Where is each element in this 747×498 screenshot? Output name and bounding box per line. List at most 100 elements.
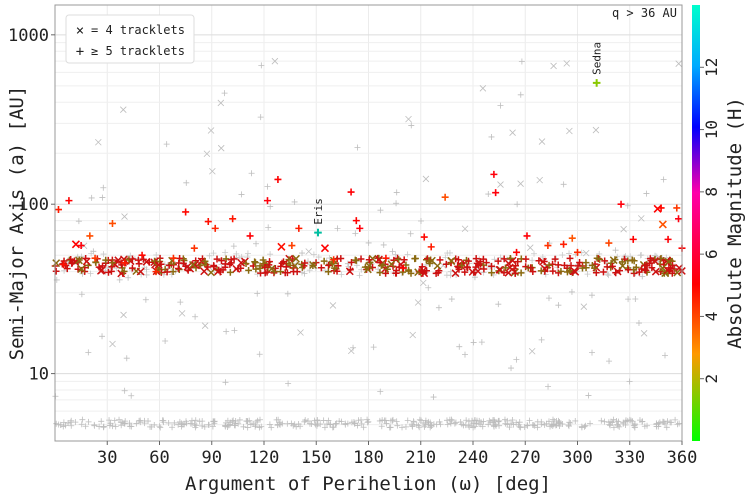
bg-point <box>452 419 459 426</box>
bg-point <box>297 329 304 336</box>
bg-point <box>456 343 463 350</box>
bg-point <box>627 253 634 260</box>
bg-point <box>622 421 629 428</box>
highlight-point <box>152 268 160 276</box>
bg-point <box>222 379 229 386</box>
belt-point <box>163 268 171 276</box>
bg-point <box>364 416 371 423</box>
belt-point <box>561 262 568 269</box>
bg-point <box>377 207 384 214</box>
bg-point <box>85 418 92 425</box>
highlight-point <box>138 251 146 259</box>
belt-point <box>651 267 660 276</box>
bg-point <box>157 424 164 431</box>
bg-point <box>408 122 415 129</box>
belt-point <box>603 263 611 271</box>
bg-point <box>405 115 412 123</box>
bg-point <box>267 251 274 258</box>
highlight-point <box>330 256 338 264</box>
highlight-point <box>664 235 672 243</box>
belt-point <box>527 264 535 272</box>
belt-point <box>567 262 575 269</box>
bg-point <box>660 176 667 183</box>
bg-point <box>605 272 612 279</box>
belt-point <box>418 267 426 275</box>
bg-point <box>109 340 116 348</box>
bg-point <box>582 422 589 429</box>
bg-point <box>201 322 209 329</box>
bg-point <box>111 417 118 424</box>
bg-point <box>416 416 423 423</box>
highlight-point <box>65 197 73 205</box>
belt-point <box>494 257 502 265</box>
belt-point <box>436 256 444 264</box>
bg-point <box>266 421 273 428</box>
belt-point <box>475 261 483 269</box>
highlight-point <box>121 259 129 267</box>
bg-point <box>100 184 107 191</box>
belt-point <box>500 255 508 263</box>
belt-point <box>673 268 682 277</box>
belt-point <box>169 268 177 275</box>
bg-point <box>350 344 357 351</box>
bg-point <box>530 422 537 429</box>
legend-marker-x: × <box>76 23 84 39</box>
belt-point <box>292 254 300 263</box>
bg-point <box>123 355 130 362</box>
bg-point <box>516 419 523 426</box>
bg-point <box>116 276 123 283</box>
x-tick-label: 150 <box>301 448 332 468</box>
bg-point <box>393 200 400 207</box>
belt-point <box>278 259 286 267</box>
belt-point <box>271 264 279 272</box>
belt-point <box>504 259 513 268</box>
bg-point <box>380 241 387 248</box>
belt-point <box>200 267 209 276</box>
bg-point <box>75 218 82 225</box>
highlight-point <box>295 224 303 232</box>
bg-point <box>509 416 516 423</box>
belt-point <box>511 270 519 277</box>
bg-point <box>422 175 430 183</box>
highlight-point <box>77 242 85 250</box>
bg-point <box>496 422 503 429</box>
belt-point <box>261 263 269 271</box>
highlight-point <box>658 220 667 229</box>
bg-point <box>221 90 228 97</box>
belt-point <box>365 261 374 270</box>
bg-point <box>448 417 455 424</box>
belt-point <box>52 259 61 267</box>
bg-point <box>578 423 585 430</box>
bg-point <box>497 254 504 261</box>
bg-point <box>224 417 231 424</box>
bg-point <box>471 423 478 430</box>
bg-point <box>177 299 184 306</box>
bg-point <box>206 252 213 259</box>
bg-point <box>232 417 239 424</box>
belt-point <box>242 260 250 268</box>
bg-point <box>188 417 195 424</box>
bg-point <box>223 328 230 335</box>
bg-point <box>548 422 555 429</box>
highlight-point <box>441 193 449 201</box>
bg-point <box>476 417 483 424</box>
bg-point <box>662 352 669 359</box>
bg-point <box>254 271 261 278</box>
bg-point <box>121 213 128 220</box>
highlight-point <box>382 254 390 262</box>
belt-point <box>522 255 530 263</box>
belt-point <box>488 269 495 277</box>
bg-point <box>643 190 650 197</box>
bg-point <box>120 311 127 319</box>
colorbar-tick-label: 8 <box>702 187 721 197</box>
belt-point <box>188 260 197 269</box>
bg-point <box>352 230 359 237</box>
bg-point <box>78 291 85 298</box>
bg-point <box>518 58 525 65</box>
bg-point <box>57 422 64 429</box>
bg-point <box>87 270 94 277</box>
bg-point <box>472 417 479 424</box>
belt-point <box>592 269 600 277</box>
belt-point <box>175 266 183 273</box>
x-tick-label: 180 <box>353 448 384 468</box>
